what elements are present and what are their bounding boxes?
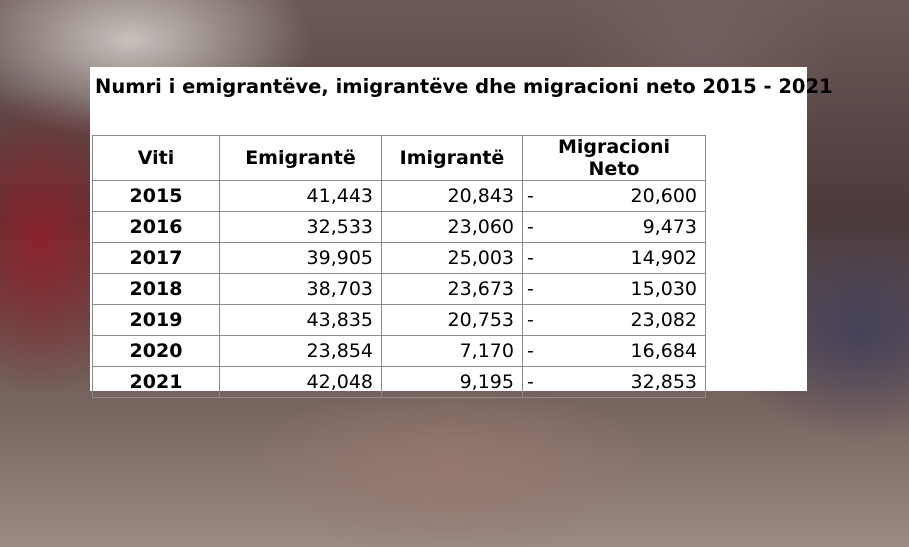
emigrants-cell: 38,703 (219, 273, 382, 305)
net-value: 16,684 (630, 340, 697, 362)
net-sign: - (527, 247, 534, 269)
data-row: 2021 42,048 9,195- 32,853 (92, 366, 706, 398)
immigrants-cell: 7,170 (381, 335, 523, 367)
net-migration-cell: - 16,684 (522, 335, 706, 367)
header-cell: Emigrantë (219, 135, 382, 181)
net-value: 9,473 (642, 216, 697, 238)
net-sign: - (527, 340, 534, 362)
emigrants-cell: 42,048 (219, 366, 382, 398)
net-value: 32,853 (630, 371, 697, 393)
data-row: 2019 43,835 20,753- 23,082 (92, 304, 706, 336)
emigrants-cell: 41,443 (219, 180, 382, 212)
year-cell: 2019 (92, 304, 220, 336)
net-sign: - (527, 278, 534, 300)
net-value: 14,902 (630, 247, 697, 269)
header-row: Viti Emigrantë Imigrantë Migracioni Neto (92, 135, 706, 181)
immigrants-cell: 20,753 (381, 304, 523, 336)
net-sign: - (527, 216, 534, 238)
net-migration-cell: - 9,473 (522, 211, 706, 243)
year-cell: 2017 (92, 242, 220, 274)
header-cell: Viti (92, 135, 220, 181)
year-cell: 2021 (92, 366, 220, 398)
migration-table: Viti Emigrantë Imigrantë Migracioni Neto 201… (92, 135, 706, 398)
year-cell: 2020 (92, 335, 220, 367)
net-migration-cell: - 15,030 (522, 273, 706, 305)
immigrants-cell: 23,060 (381, 211, 523, 243)
immigrants-cell: 9,195 (381, 366, 523, 398)
data-row: 2017 39,905 25,003- 14,902 (92, 242, 706, 274)
table-title: Numri i emigrantëve, imigrantëve dhe mig… (95, 75, 833, 98)
net-sign: - (527, 371, 534, 393)
net-migration-cell: - 20,600 (522, 180, 706, 212)
net-migration-cell: - 23,082 (522, 304, 706, 336)
net-migration-cell: - 14,902 (522, 242, 706, 274)
net-value: 20,600 (630, 185, 697, 207)
emigrants-cell: 39,905 (219, 242, 382, 274)
immigrants-cell: 23,673 (381, 273, 523, 305)
header-cell: Imigrantë (381, 135, 523, 181)
net-value: 23,082 (630, 309, 697, 331)
data-row: 2020 23,854 7,170- 16,684 (92, 335, 706, 367)
data-row: 2015 41,443 20,843- 20,600 (92, 180, 706, 212)
immigrants-cell: 25,003 (381, 242, 523, 274)
data-row: 2016 32,533 23,060- 9,473 (92, 211, 706, 243)
net-sign: - (527, 309, 534, 331)
header-cell: Migracioni Neto (522, 135, 706, 181)
data-row: 2018 38,703 23,673- 15,030 (92, 273, 706, 305)
emigrants-cell: 32,533 (219, 211, 382, 243)
year-cell: 2018 (92, 273, 220, 305)
net-value: 15,030 (630, 278, 697, 300)
year-cell: 2016 (92, 211, 220, 243)
emigrants-cell: 43,835 (219, 304, 382, 336)
table-panel: Numri i emigrantëve, imigrantëve dhe mig… (90, 67, 833, 398)
immigrants-cell: 20,843 (381, 180, 523, 212)
year-cell: 2015 (92, 180, 220, 212)
net-sign: - (527, 185, 534, 207)
net-migration-cell: - 32,853 (522, 366, 706, 398)
emigrants-cell: 23,854 (219, 335, 382, 367)
